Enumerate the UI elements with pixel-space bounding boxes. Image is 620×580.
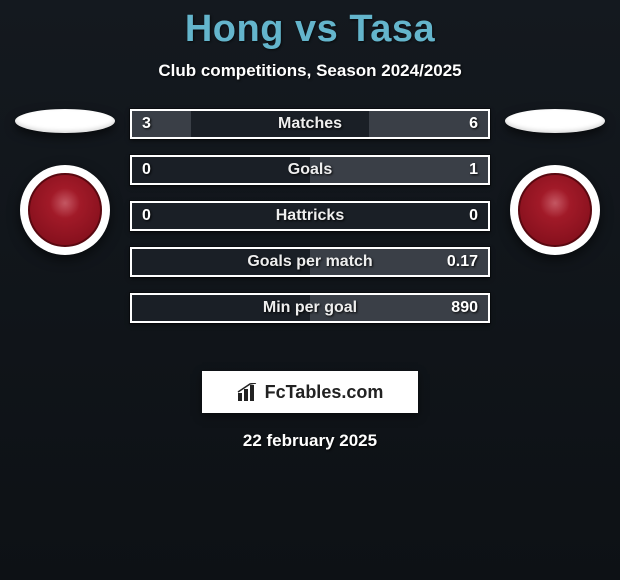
- stat-label: Min per goal: [132, 299, 488, 317]
- stat-row: 0.17Goals per match: [130, 247, 490, 277]
- player-left-silhouette: [15, 109, 115, 133]
- bar-chart-icon: [237, 383, 259, 401]
- stat-label: Goals: [132, 161, 488, 179]
- club-crest-badge: [518, 173, 592, 247]
- stat-row: 01Goals: [130, 155, 490, 185]
- page-title: Hong vs Tasa: [0, 0, 620, 51]
- player-left-column: [10, 109, 120, 255]
- stat-label: Matches: [132, 115, 488, 133]
- crest-highlight: [42, 187, 88, 233]
- crest-highlight: [532, 187, 578, 233]
- stat-rows: 36Matches 01Goals 00Hattricks 0.17Goals per…: [130, 109, 490, 323]
- stat-row: 890Min per goal: [130, 293, 490, 323]
- comparison-card: Hong vs Tasa Club competitions, Season 2…: [0, 0, 620, 580]
- player-right-silhouette: [505, 109, 605, 133]
- player-right-column: [500, 109, 610, 255]
- comparison-body: 36Matches 01Goals 00Hattricks 0.17Goals per…: [0, 109, 620, 349]
- brand-watermark: FcTables.com: [202, 371, 418, 413]
- player-right-club-crest: [510, 165, 600, 255]
- brand-text: FcTables.com: [265, 382, 384, 403]
- stat-label: Hattricks: [132, 207, 488, 225]
- stat-row: 36Matches: [130, 109, 490, 139]
- player-left-club-crest: [20, 165, 110, 255]
- stat-row: 00Hattricks: [130, 201, 490, 231]
- stat-label: Goals per match: [132, 253, 488, 271]
- club-crest-badge: [28, 173, 102, 247]
- season-subtitle: Club competitions, Season 2024/2025: [0, 61, 620, 81]
- snapshot-date: 22 february 2025: [0, 431, 620, 451]
